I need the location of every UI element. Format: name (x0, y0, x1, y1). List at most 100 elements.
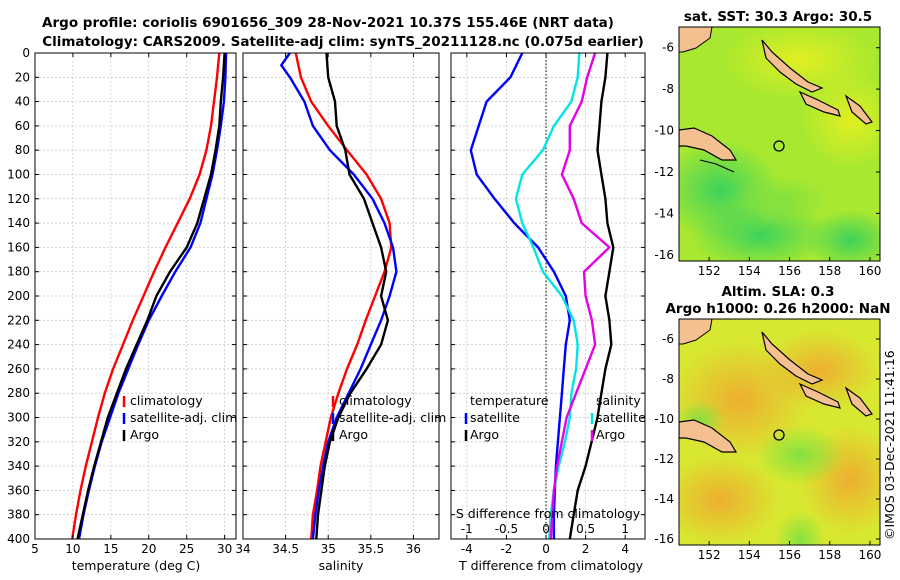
y-tick-label: 180 (7, 265, 30, 279)
legend-label-t-argo: Argo (470, 427, 499, 442)
x-tick-label: 4 (621, 542, 629, 556)
y-tick-label: 340 (7, 459, 30, 473)
x-tick-label: 34 (235, 542, 250, 556)
map-x-tick-label: 154 (738, 264, 761, 278)
legend-title-salinity: salinity (596, 393, 641, 408)
y-tick-label: 320 (7, 435, 30, 449)
sla-map-title-line2: Argo h1000: 0.26 h2000: NaN (665, 301, 890, 317)
x2-axis-label-s-difference: S difference from climatology (456, 506, 641, 521)
legend-label-argo: Argo (339, 427, 368, 442)
map-y-tick-label: -12 (654, 165, 674, 179)
map-y-tick-label: -14 (654, 206, 674, 220)
sst-map-frame (678, 26, 881, 262)
sst-map-title: sat. SST: 30.3 Argo: 30.5 (684, 9, 872, 25)
x-tick-label: -2 (500, 542, 512, 556)
map-y-tick-label: -16 (654, 532, 674, 546)
x-axis-label-salinity: salinity (319, 558, 364, 573)
y-tick-label: 0 (22, 46, 30, 60)
legend-label-s-satellite: satellite (596, 410, 646, 425)
land-new-guinea (679, 27, 713, 53)
temperature-legend: climatology satellite-adj. clim Argo (122, 393, 237, 442)
map-y-tick-label: -10 (654, 412, 674, 426)
y-tick-label: 260 (7, 362, 30, 376)
sst-map-panel: sat. SST: 30.3 Argo: 30.5 152 154 156 158 16… (654, 9, 881, 278)
t-satellite-line (469, 52, 571, 539)
salinity-panel: 34 34.5 35 35.5 36 (235, 52, 440, 556)
x-tick-label: 10 (65, 542, 80, 556)
land-louisiade (679, 127, 738, 161)
difference-legend: temperature satellite Argo salinity sate… (464, 393, 646, 442)
map-x-tick-label: 156 (778, 548, 801, 562)
imos-timestamp-watermark: ©IMOS 03-Dec-2021 11:41:16 (882, 350, 897, 540)
map-y-tick-label: -16 (654, 248, 674, 262)
land-solomon-1 (798, 382, 841, 409)
x-tick-label: 35 (321, 542, 336, 556)
y-tick-label: 80 (15, 143, 30, 157)
y-tick-label: 60 (15, 119, 30, 133)
sst-cool-patch (805, 210, 880, 261)
t-argo-line (568, 52, 615, 540)
reef-outline (699, 159, 735, 173)
y-tick-label: 100 (7, 168, 30, 182)
x-tick-label: 20 (141, 542, 156, 556)
map-x-tick-label: 152 (698, 548, 721, 562)
x-axis-label-t-difference: T difference from climatology (458, 558, 644, 573)
sst-map-field (679, 27, 880, 261)
climatology-line (71, 52, 221, 540)
y-tick-label: 220 (7, 313, 30, 327)
x-tick-label: 5 (31, 542, 39, 556)
s-argo-line (549, 52, 611, 540)
map-x-tick-label: 152 (698, 264, 721, 278)
s-satellite-line (514, 52, 581, 540)
x-tick-label: 2 (582, 542, 590, 556)
x2-tick-label: -1 (461, 522, 473, 536)
difference-panel: -1 -0.5 0 0.5 1 -4 -2 0 2 4 (450, 52, 646, 556)
x-tick-label: 35.5 (357, 542, 384, 556)
map-x-tick-label: 154 (738, 548, 761, 562)
figure-title-line2: Climatology: CARS2009. Satellite-adj cli… (42, 34, 644, 50)
sla-map-panel: Altim. SLA: 0.3 Argo h1000: 0.26 h2000: … (654, 284, 890, 562)
legend-label-satellite: satellite-adj. clim (130, 410, 237, 425)
salinity-legend: climatology satellite-adj. clim Argo (331, 393, 446, 442)
x-tick-label: 15 (103, 542, 118, 556)
x-tick-label: 36 (406, 542, 421, 556)
legend-label-t-satellite: satellite (470, 410, 520, 425)
map-x-tick-label: 156 (778, 264, 801, 278)
y-tick-label: 200 (7, 289, 30, 303)
legend-label-climatology: climatology (130, 393, 203, 408)
x2-tick-label: 1 (621, 522, 629, 536)
map-x-tick-label: 158 (818, 548, 841, 562)
map-y-tick-label: -8 (662, 372, 674, 386)
y-tick-label: 40 (15, 95, 30, 109)
x-tick-label: 0 (542, 542, 550, 556)
y-tick-label: 400 (7, 532, 30, 546)
x-tick-label: 30 (217, 542, 232, 556)
y-tick-label: 360 (7, 483, 30, 497)
sst-map-ticks: 152 154 156 158 160 -6 -8 -10 -12 -14 -16 (654, 41, 881, 278)
argo-line (76, 52, 226, 540)
map-y-tick-label: -10 (654, 124, 674, 138)
y-tick-label: 140 (7, 216, 30, 230)
map-x-tick-label: 160 (858, 548, 881, 562)
sla-map-field (679, 319, 880, 545)
map-y-tick-label: -6 (662, 41, 674, 55)
satellite-adj-clim-line (280, 52, 398, 540)
map-x-tick-label: 158 (818, 264, 841, 278)
land-solomon-2 (844, 386, 873, 417)
x-tick-label: 34.5 (272, 542, 299, 556)
land-bougainville (761, 39, 824, 93)
y-tick-label: 380 (7, 508, 30, 522)
argo-line (315, 52, 390, 540)
sla-high-patch (679, 455, 780, 545)
figure-title-line1: Argo profile: coriolis 6901656_309 28-No… (42, 15, 614, 31)
map-y-tick-label: -12 (654, 452, 674, 466)
legend-title-temperature: temperature (470, 393, 549, 408)
map-y-tick-label: -6 (662, 332, 674, 346)
x-tick-label: -4 (461, 542, 473, 556)
land-new-guinea (679, 319, 713, 345)
sst-mid-patch (730, 175, 830, 225)
y-tick-label: 280 (7, 386, 30, 400)
land-solomon-2 (844, 94, 873, 125)
sla-float-marker (773, 429, 785, 441)
x-axis-label-temperature: temperature (deg C) (72, 558, 201, 573)
